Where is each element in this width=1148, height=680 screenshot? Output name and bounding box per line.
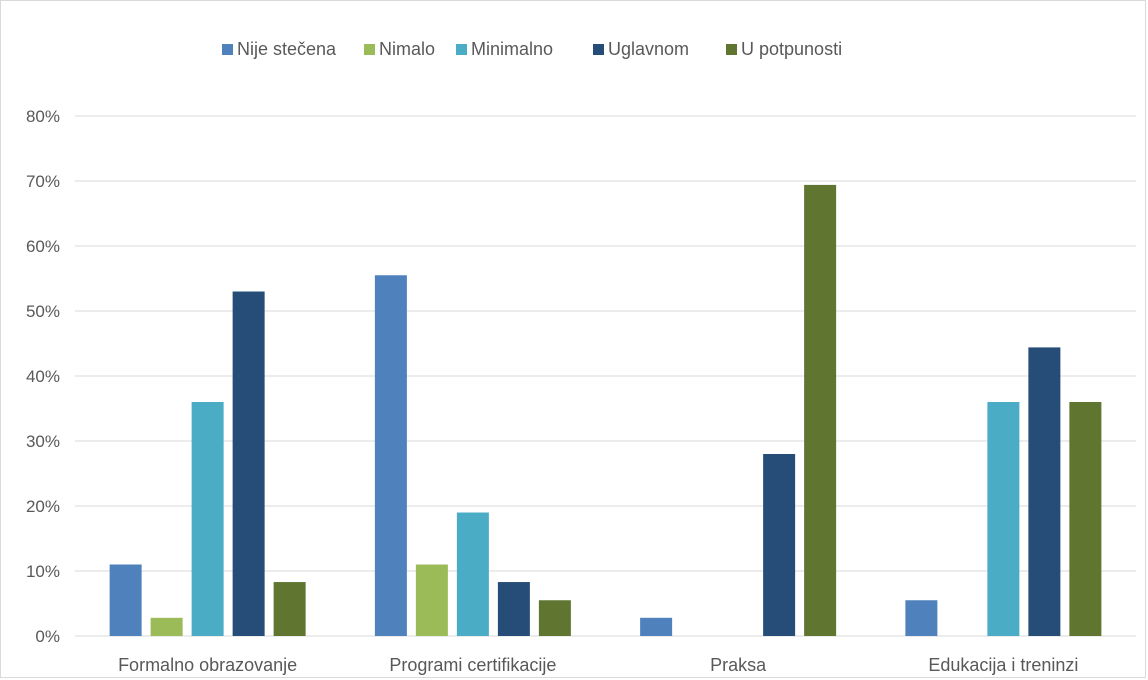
legend-swatch <box>593 44 604 55</box>
legend-label: Nimalo <box>379 39 435 59</box>
bars <box>109 184 1102 636</box>
legend-label: Minimalno <box>471 39 553 59</box>
x-axis-categories: Formalno obrazovanje Programi certifikaci… <box>118 655 1078 675</box>
y-tick-label: 40% <box>26 367 60 386</box>
legend-swatch <box>726 44 737 55</box>
bar <box>191 402 224 636</box>
bar <box>109 564 142 636</box>
bar <box>273 582 306 636</box>
bar <box>1028 347 1061 636</box>
bar <box>804 184 837 636</box>
bar <box>763 454 796 636</box>
bar <box>456 512 489 636</box>
x-category-label: Edukacija i treninzi <box>928 655 1078 675</box>
bar <box>497 582 530 636</box>
y-tick-label: 70% <box>26 172 60 191</box>
y-tick-label: 30% <box>26 432 60 451</box>
legend-swatch <box>456 44 467 55</box>
legend-label: Nije stečena <box>237 39 337 59</box>
bar <box>150 617 183 636</box>
y-tick-label: 50% <box>26 302 60 321</box>
y-tick-label: 80% <box>26 107 60 126</box>
y-tick-label: 10% <box>26 562 60 581</box>
bar <box>905 600 938 636</box>
y-tick-label: 60% <box>26 237 60 256</box>
x-category-label: Programi certifikacije <box>389 655 556 675</box>
x-category-label: Formalno obrazovanje <box>118 655 297 675</box>
bar <box>232 291 265 636</box>
legend-swatch <box>364 44 375 55</box>
y-axis-ticks: 0% 10% 20% 30% 40% 50% 60% 70% 80% <box>26 107 60 646</box>
x-category-label: Praksa <box>710 655 767 675</box>
bar <box>640 617 673 636</box>
legend-label: Uglavnom <box>608 39 689 59</box>
bar <box>415 564 448 636</box>
y-tick-label: 20% <box>26 497 60 516</box>
legend-swatch <box>222 44 233 55</box>
y-tick-label: 0% <box>35 627 60 646</box>
legend: Nije stečena Nimalo Minimalno Uglavnom U pot… <box>222 39 842 59</box>
bar <box>1069 402 1102 636</box>
legend-label: U potpunosti <box>741 39 842 59</box>
bar <box>374 275 407 636</box>
bar <box>538 600 571 636</box>
bar <box>987 402 1020 636</box>
